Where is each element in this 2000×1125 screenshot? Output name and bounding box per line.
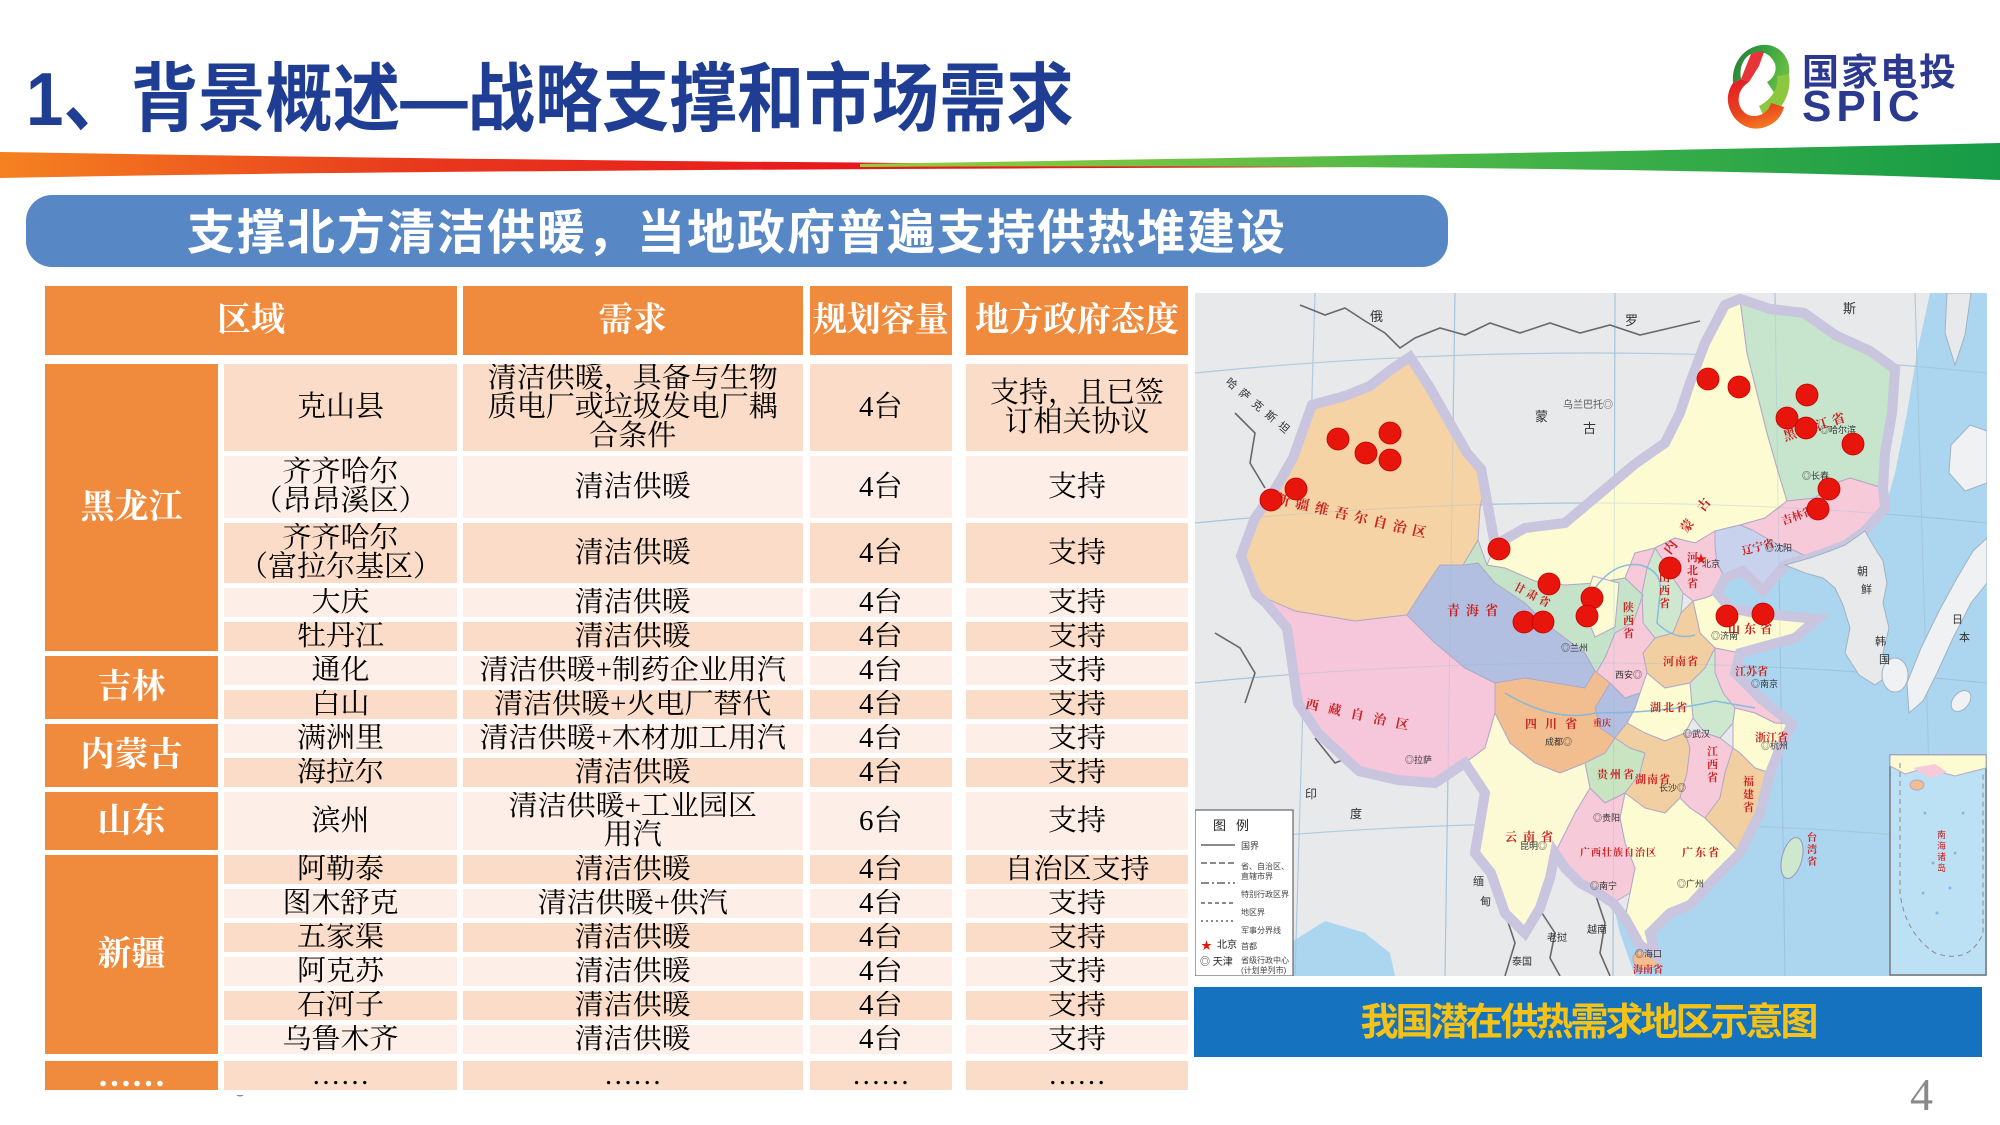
svg-text:贵州省: 贵州省 bbox=[1597, 767, 1636, 781]
svg-text:◎杭州: ◎杭州 bbox=[1761, 740, 1788, 751]
svg-text:古: 古 bbox=[1583, 421, 1596, 436]
svg-text:斯: 斯 bbox=[1843, 301, 1856, 316]
svg-text:◎武汉: ◎武汉 bbox=[1683, 728, 1710, 739]
svg-text:云南省: 云南省 bbox=[1505, 829, 1559, 844]
svg-text:省、自治区、: 省、自治区、 bbox=[1241, 861, 1289, 871]
svg-text:国: 国 bbox=[1879, 653, 1890, 666]
svg-text:成都◎: 成都◎ bbox=[1545, 736, 1572, 747]
svg-text:◎南京: ◎南京 bbox=[1751, 678, 1778, 689]
svg-text:◎兰州: ◎兰州 bbox=[1561, 642, 1588, 653]
svg-text:重庆: 重庆 bbox=[1593, 717, 1611, 728]
svg-text:缅: 缅 bbox=[1473, 874, 1484, 888]
svg-text:越南: 越南 bbox=[1587, 923, 1607, 936]
svg-text:青海省: 青海省 bbox=[1447, 603, 1504, 618]
svg-text:朝: 朝 bbox=[1857, 565, 1868, 578]
svg-text:福建省: 福建省 bbox=[1743, 774, 1755, 814]
svg-text:湖北省: 湖北省 bbox=[1650, 700, 1689, 714]
svg-text:印: 印 bbox=[1305, 787, 1317, 801]
svg-text:北京: 北京 bbox=[1702, 558, 1720, 569]
svg-text:南海诸岛: 南海诸岛 bbox=[1937, 829, 1946, 873]
svg-text:特别行政区界: 特别行政区界 bbox=[1241, 889, 1289, 899]
svg-text:陕西省: 陕西省 bbox=[1623, 600, 1635, 640]
svg-text:(计划单列市): (计划单列市) bbox=[1241, 965, 1287, 975]
svg-text:广西壮族自治区: 广西壮族自治区 bbox=[1580, 846, 1657, 859]
svg-text:蒙: 蒙 bbox=[1535, 409, 1548, 424]
svg-text:江苏省: 江苏省 bbox=[1735, 664, 1769, 678]
svg-text:泰国: 泰国 bbox=[1512, 955, 1532, 968]
svg-text:◎济南: ◎济南 bbox=[1711, 630, 1738, 641]
svg-text:河北省: 河北省 bbox=[1687, 551, 1699, 590]
svg-text:◎ 天津: ◎ 天津 bbox=[1200, 956, 1233, 968]
svg-text:国界: 国界 bbox=[1241, 841, 1259, 851]
svg-text:广东省: 广东省 bbox=[1682, 845, 1721, 859]
svg-text:◎拉萨: ◎拉萨 bbox=[1405, 754, 1432, 765]
svg-text:◎海口: ◎海口 bbox=[1635, 948, 1662, 959]
svg-text:◎长春: ◎长春 bbox=[1802, 470, 1829, 481]
svg-text:河南省: 河南省 bbox=[1663, 654, 1699, 668]
svg-text:老挝: 老挝 bbox=[1547, 931, 1567, 944]
svg-text:★: ★ bbox=[1201, 940, 1212, 952]
svg-text:地区界: 地区界 bbox=[1241, 907, 1265, 917]
svg-text:本: 本 bbox=[1959, 630, 1970, 644]
svg-text:乌兰巴托◎: 乌兰巴托◎ bbox=[1563, 398, 1613, 411]
svg-text:罗: 罗 bbox=[1625, 313, 1638, 328]
svg-text:台湾省: 台湾省 bbox=[1807, 831, 1818, 868]
svg-text:西安◎: 西安◎ bbox=[1615, 669, 1642, 680]
svg-text:★: ★ bbox=[1695, 552, 1707, 566]
svg-text:度: 度 bbox=[1350, 806, 1362, 821]
svg-text:浙江省: 浙江省 bbox=[1755, 730, 1789, 744]
svg-text:◎广州: ◎广州 bbox=[1677, 878, 1704, 889]
svg-text:直辖市界: 直辖市界 bbox=[1241, 871, 1273, 881]
svg-text:俄: 俄 bbox=[1370, 309, 1383, 324]
svg-text:鲜: 鲜 bbox=[1861, 582, 1872, 596]
svg-text:湖南省: 湖南省 bbox=[1635, 772, 1671, 786]
svg-text:首都: 首都 bbox=[1241, 941, 1257, 951]
svg-text:北京: 北京 bbox=[1217, 938, 1237, 951]
svg-text:四川省: 四川省 bbox=[1525, 716, 1585, 731]
svg-text:昆明◎: 昆明◎ bbox=[1520, 841, 1547, 851]
svg-text:长沙◎: 长沙◎ bbox=[1659, 782, 1686, 793]
svg-text:◎南宁: ◎南宁 bbox=[1590, 880, 1617, 891]
svg-text:江西省: 江西省 bbox=[1707, 745, 1719, 784]
svg-text:日: 日 bbox=[1952, 614, 1963, 626]
svg-text:◎哈尔滨: ◎哈尔滨 bbox=[1820, 424, 1856, 435]
svg-text:◎沈阳: ◎沈阳 bbox=[1765, 542, 1792, 553]
svg-text:海南省: 海南省 bbox=[1633, 963, 1664, 976]
svg-text:甸: 甸 bbox=[1480, 895, 1491, 908]
svg-text:省级行政中心: 省级行政中心 bbox=[1241, 955, 1289, 965]
svg-text:韩: 韩 bbox=[1875, 634, 1886, 648]
svg-text:图例: 图例 bbox=[1213, 818, 1259, 833]
svg-text:◎贵阳: ◎贵阳 bbox=[1593, 812, 1620, 823]
svg-text:军事分界线: 军事分界线 bbox=[1241, 925, 1281, 935]
